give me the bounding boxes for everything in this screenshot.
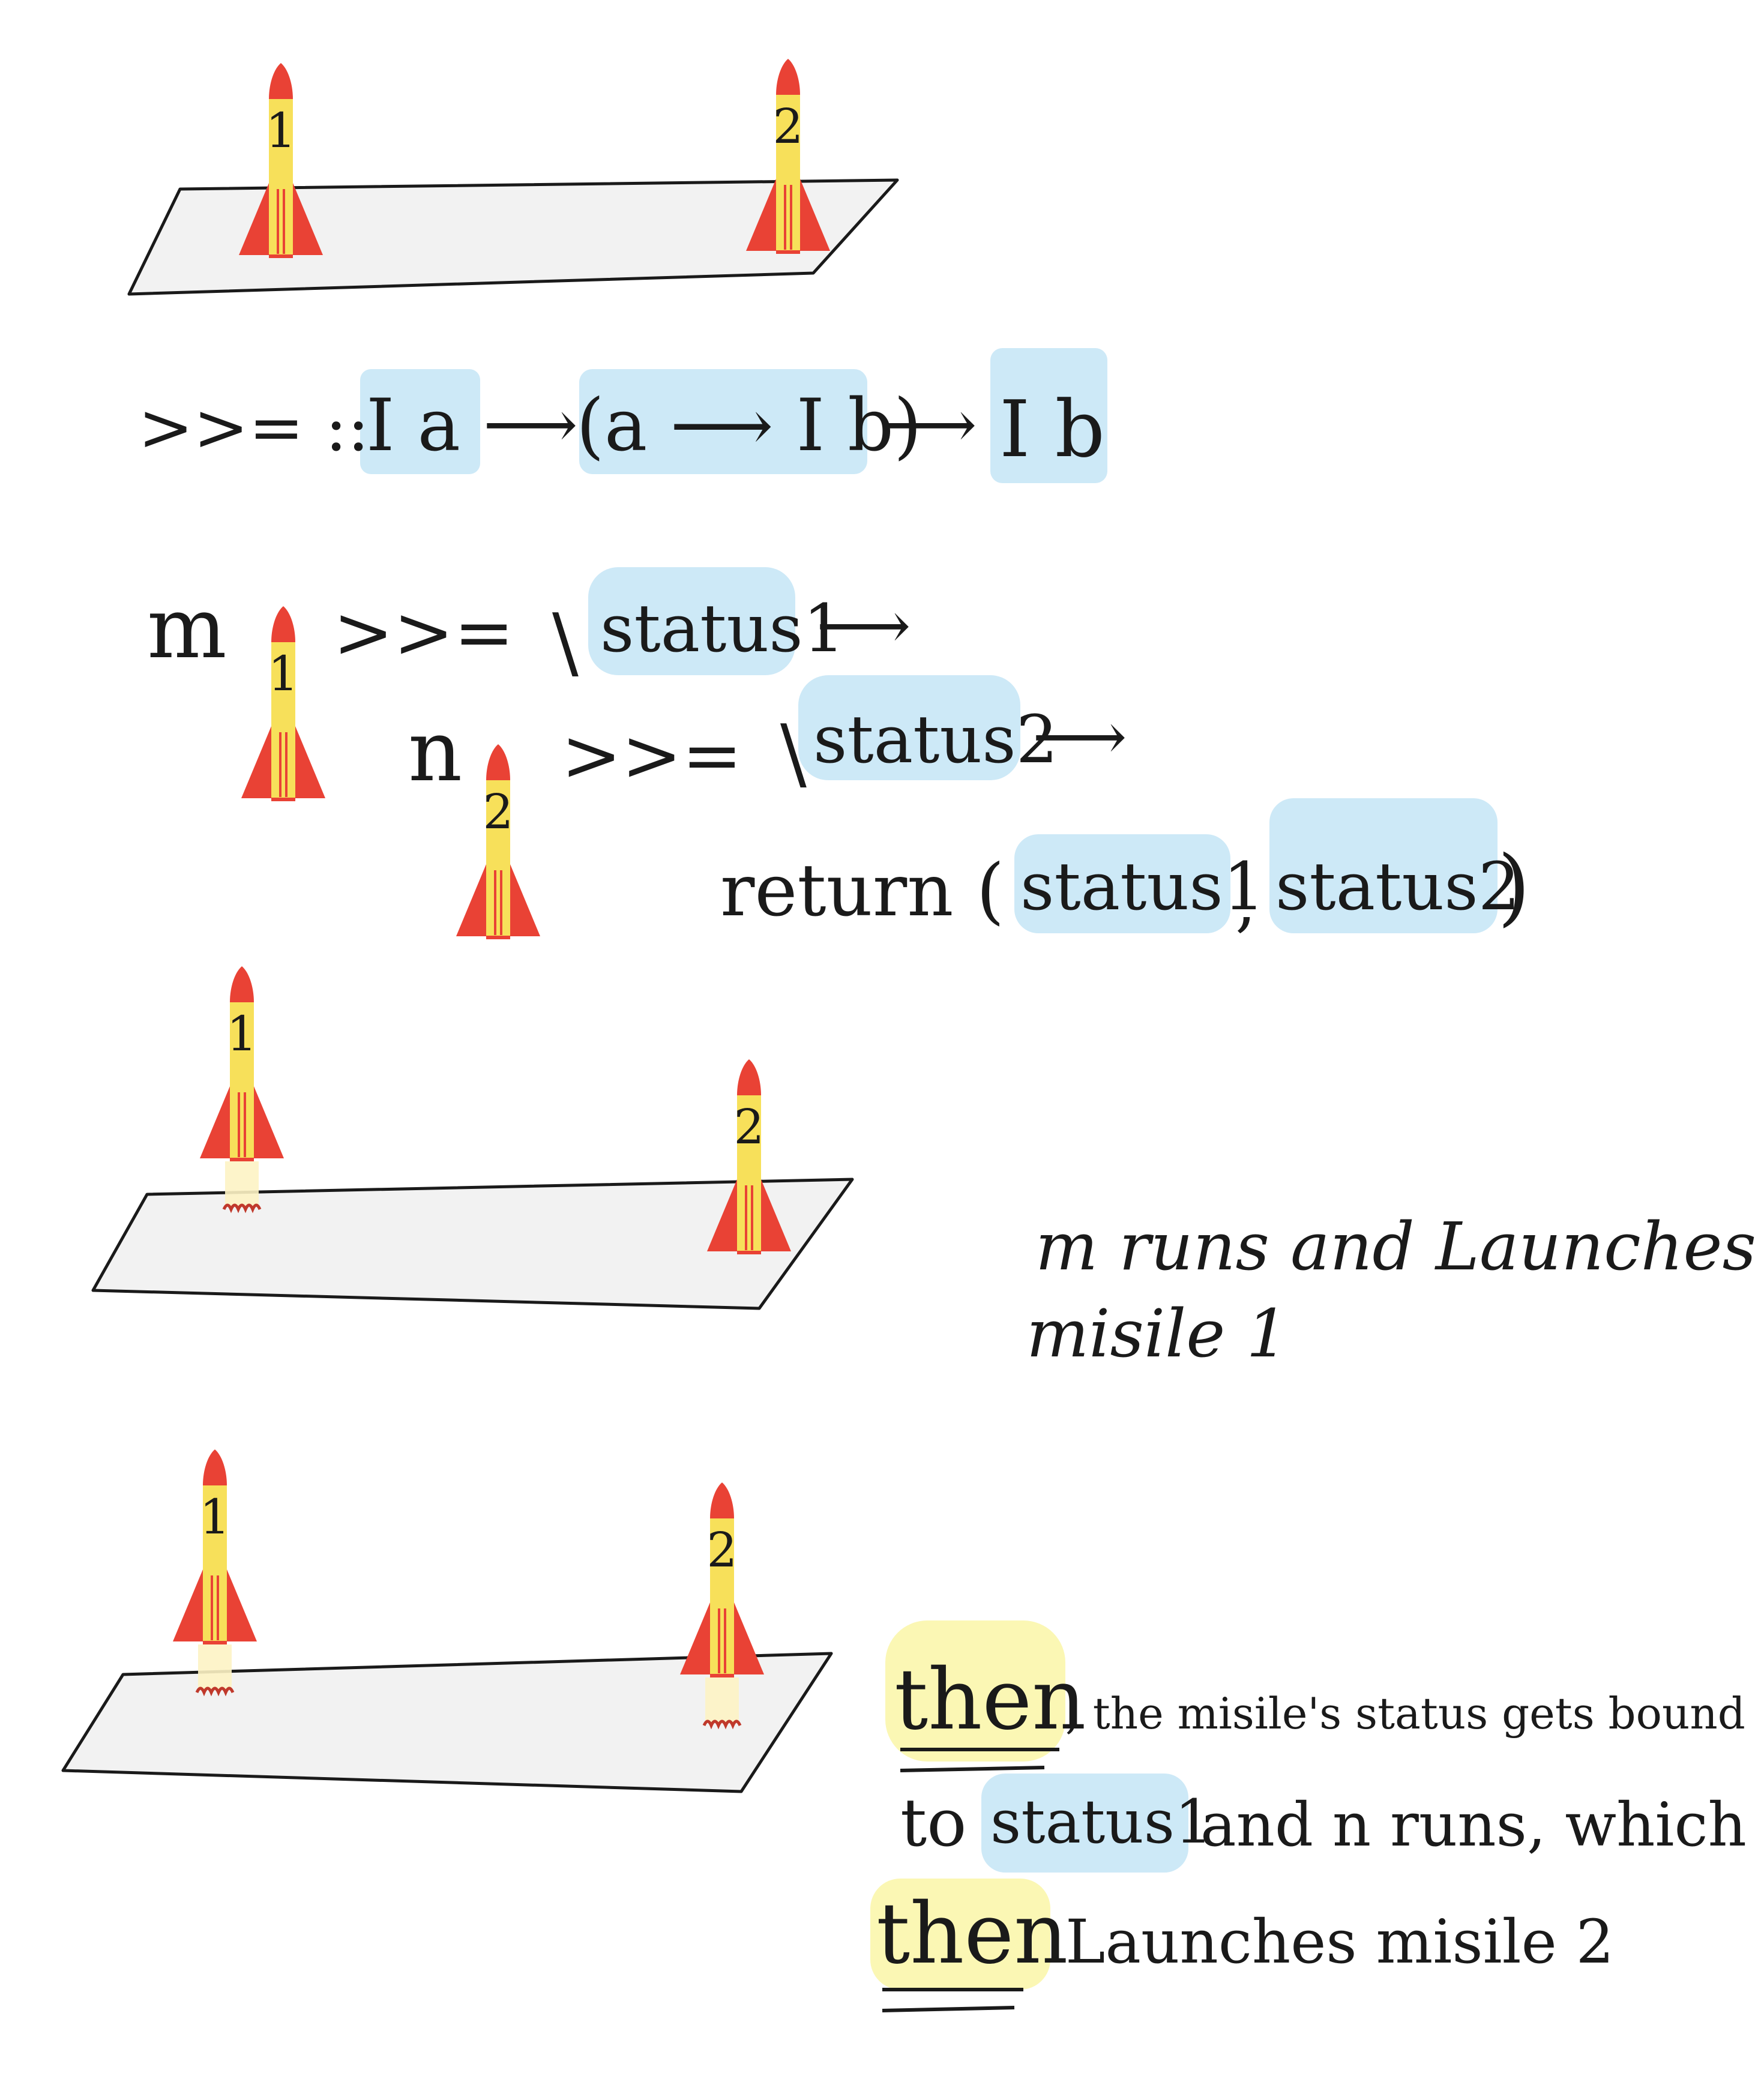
highlight-middle xyxy=(579,369,867,474)
caption-2-line-3: Launches misile 2 xyxy=(1065,1907,1614,1977)
arrow: ⟶ xyxy=(1032,698,1127,775)
caption-2-to: to xyxy=(900,1784,966,1861)
rocket-1-scene-1: 1 xyxy=(239,63,323,256)
caption-1: m runs and Launches misile 1 xyxy=(1026,1208,1756,1372)
highlight-ia xyxy=(360,369,480,474)
rocket-1-code: 1 xyxy=(241,606,325,799)
caption-1-line-1: m runs and Launches xyxy=(1035,1208,1756,1285)
code-m: m xyxy=(147,580,227,678)
rocket-label: 2 xyxy=(734,1099,765,1155)
rocket-label: 1 xyxy=(200,1489,230,1545)
highlight-ib xyxy=(990,348,1107,483)
code-bind-1: >>= xyxy=(333,591,514,675)
rocket-1-scene-3: 1 xyxy=(173,1449,257,1643)
arrow: ⟶ xyxy=(483,386,578,463)
caption-2: then , the misile's status gets bound to… xyxy=(870,1620,1747,2012)
scene-1: 1 2 xyxy=(127,59,899,296)
highlight-then-1 xyxy=(885,1620,1065,1762)
rocket-label: 1 xyxy=(227,1006,257,1062)
caption-2-line-2: and n runs, which xyxy=(1200,1790,1747,1860)
type-function: (a ⟶ I b) xyxy=(576,384,922,468)
flame-rocket-1-scene-2 xyxy=(224,1161,260,1209)
type-ia: I a xyxy=(366,384,460,468)
bind-operator: >>= :: xyxy=(138,389,370,466)
code-var-status1: status1 xyxy=(600,590,845,667)
rocket-1-scene-2: 1 xyxy=(200,966,284,1160)
rocket-label: 1 xyxy=(268,646,299,702)
rocket-2-code: 2 xyxy=(456,744,540,937)
caption-2-then-1: then xyxy=(894,1651,1086,1749)
caption-2-var-status1: status1 xyxy=(990,1787,1213,1857)
code-bind-2: >>= xyxy=(561,714,742,798)
caption-2-then-2: then xyxy=(876,1885,1068,1983)
code-var-status2-return: status2 xyxy=(1275,848,1520,925)
highlight-status2 xyxy=(798,675,1020,780)
highlight-status2-return xyxy=(1269,798,1498,933)
highlight-then-2 xyxy=(870,1879,1050,1990)
launch-pad-3 xyxy=(61,1652,833,1793)
scene-3: 1 2 xyxy=(61,1449,833,1793)
flame-rocket-2-scene-3 xyxy=(704,1677,740,1725)
launch-pad-1 xyxy=(127,178,899,296)
rocket-2-scene-3: 2 xyxy=(680,1482,764,1676)
highlight-status1-return xyxy=(1014,834,1230,933)
rocket-label: 2 xyxy=(773,98,804,154)
launch-pad-2 xyxy=(91,1178,854,1310)
code-close-paren: ) xyxy=(1498,838,1531,936)
underline xyxy=(882,2006,1015,2012)
underline xyxy=(900,1766,1045,1772)
code-return: return ( xyxy=(720,849,1005,933)
caption-2-line-1: , the misile's status gets bound xyxy=(1065,1688,1745,1739)
rocket-2-scene-1: 2 xyxy=(746,59,830,252)
rocket-label: 2 xyxy=(707,1522,738,1578)
code-var-status2: status2 xyxy=(813,701,1058,778)
rocket-label: 2 xyxy=(483,784,514,840)
code-block: m 1 >>= \ status1 ⟶ n 2 >>= \ status2 ⟶ … xyxy=(147,567,1531,940)
code-comma: , xyxy=(1235,863,1256,940)
arrow: ⟶ xyxy=(882,386,977,463)
code-var-status1-return: status1 xyxy=(1020,848,1265,925)
scene-2: 1 2 xyxy=(91,966,854,1310)
arrow: ⟶ xyxy=(816,587,911,664)
rocket-2-scene-2: 2 xyxy=(707,1059,791,1253)
bind-signature: >>= :: I a ⟶ (a ⟶ I b) ⟶ I b xyxy=(138,348,1107,483)
code-lambda-1: \ xyxy=(552,597,579,688)
code-n: n xyxy=(408,703,462,801)
caption-1-line-2: misile 1 xyxy=(1026,1295,1288,1372)
rocket-label: 1 xyxy=(266,103,297,158)
highlight-status1-caption xyxy=(981,1774,1188,1873)
type-ib: I b xyxy=(999,384,1105,475)
highlight-status1 xyxy=(588,567,795,675)
flame-rocket-1-scene-3 xyxy=(197,1644,233,1692)
